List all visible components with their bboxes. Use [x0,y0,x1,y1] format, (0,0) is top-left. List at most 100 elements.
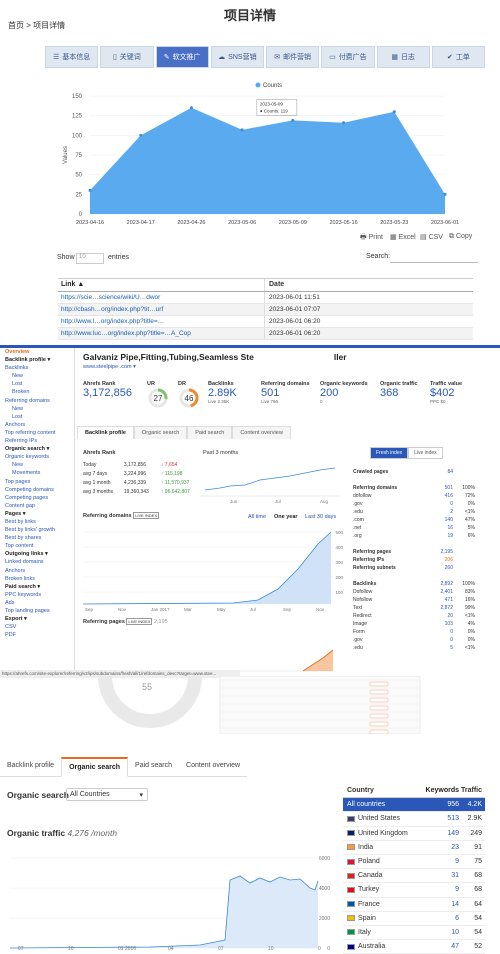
sidebar-item[interactable]: Best by links [5,518,36,525]
search-input[interactable] [390,262,478,263]
country-keywords[interactable]: 513 [447,815,459,823]
sidebar-item[interactable]: Competing pages [5,494,49,501]
country-keywords[interactable]: 9 [455,886,459,894]
excel-button[interactable]: ▦ Excel [390,234,416,241]
tab-5[interactable]: ▭ 付费广告 [321,46,375,68]
sidebar-item[interactable]: Pages ▾ [5,510,26,517]
country-keywords[interactable]: 149 [447,829,459,837]
country-row[interactable]: All countries 956 4.2K [343,798,485,813]
data-point[interactable] [342,121,346,125]
organic-tab-0[interactable]: Backlink profile [0,757,62,777]
sidebar-item[interactable]: Broken [12,389,30,396]
sidebar-item[interactable]: PDF [5,632,16,639]
sidebar-item[interactable]: Best by links' growth [5,527,55,534]
data-point[interactable] [291,118,295,122]
data-point[interactable] [189,106,193,110]
tab-6[interactable]: ▦ 日志 [376,46,430,68]
link-column-header[interactable]: Link ▲ [61,281,85,288]
country-keywords[interactable]: 14 [451,900,459,908]
stat-value[interactable]: 140 [444,517,453,523]
subtab-2[interactable]: Paid search [187,426,233,439]
stat-value[interactable]: 2,872 [440,605,453,611]
country-row[interactable]: Italy 10 54 [343,926,485,941]
stat-value[interactable]: 416 [444,493,453,499]
stat-value[interactable]: 103 [444,621,453,627]
link-cell[interactable]: http://www.luc…org/index.php?title=…A_Co… [61,330,191,337]
stat-value[interactable]: 16 [447,525,453,531]
stat-value[interactable]: 260 [444,565,453,571]
country-keywords[interactable]: 9 [455,858,459,866]
sidebar-item[interactable]: Top referring content [5,429,56,436]
stat-value[interactable]: 0 [450,629,453,635]
sidebar-item[interactable]: CSV [5,624,17,631]
date-column-header[interactable]: Date [264,279,473,291]
data-point[interactable] [392,110,396,114]
traffic-header[interactable]: Traffic [460,787,482,795]
site-url[interactable]: www.steelpipe .com ▾ [83,364,136,370]
sidebar-item[interactable]: New [12,405,24,412]
country-keywords[interactable]: 956 [447,801,459,809]
sidebar-item[interactable]: Top pages [5,478,31,485]
country-row[interactable]: Australia 47 52 [343,940,485,954]
stat-value[interactable]: 501 [444,485,453,491]
sidebar-item[interactable]: Anchors [5,421,26,428]
data-point[interactable] [240,128,244,132]
sidebar-item[interactable]: Top landing pages [5,608,50,614]
country-row[interactable]: Poland 9 75 [343,855,485,870]
print-button[interactable]: 🖶 Print [360,234,383,241]
sidebar-item[interactable]: Lost [12,413,23,420]
entries-select[interactable]: 10 [76,253,104,264]
sidebar-item[interactable]: Top content [5,543,34,550]
sidebar-item[interactable]: New [12,462,24,469]
sidebar-item[interactable]: Referring domains [5,397,50,404]
sidebar-item[interactable]: Linked domains [5,559,44,566]
tab-7[interactable]: ✔ 工单 [431,46,485,68]
stat-value[interactable]: 19 [447,533,453,539]
sidebar-item[interactable]: Backlink profile ▾ [5,357,51,364]
subtab-0[interactable]: Backlink profile [77,426,134,439]
country-row[interactable]: Turkey 9 68 [343,883,485,898]
breadcrumb-home[interactable]: 首页 [8,21,24,30]
country-keywords[interactable]: 31 [451,872,459,880]
sidebar-item[interactable]: Lost [12,381,23,388]
sidebar-item[interactable]: Export ▾ [5,616,27,623]
country-keywords[interactable]: 10 [451,928,459,936]
sidebar-item[interactable]: Organic search ▾ [5,446,50,453]
country-row[interactable]: France 14 64 [343,898,485,912]
tab-2[interactable]: ✎ 软文推广 [155,46,209,68]
sidebar-item[interactable]: Ads [5,599,15,606]
sidebar-item[interactable]: Movements [12,470,41,477]
range-last-30-days[interactable]: Last 30 days [305,514,337,520]
tab-0[interactable]: ☰ 基本信息 [45,46,99,68]
stat-value[interactable]: 0 [450,501,453,507]
sidebar-item[interactable]: Broken links [5,575,35,582]
range-all-time[interactable]: All time [248,514,267,520]
sidebar-item[interactable]: Paid search ▾ [5,583,41,590]
organic-tab-3[interactable]: Content overview [179,757,248,777]
sidebar-item[interactable]: Backlinks [5,365,29,372]
sidebar-item[interactable]: Content gap [5,502,35,509]
country-select[interactable]: All Countries ▾ [66,788,148,801]
link-cell[interactable]: http://cbash…org/index.php?tit…urf [61,306,164,313]
stat-value[interactable]: 2,195 [440,549,453,555]
stat-value[interactable]: 5 [450,645,453,651]
index-tab-0[interactable]: Fresh index [370,447,409,459]
stat-value[interactable]: 206 [444,557,453,563]
data-point[interactable] [88,188,92,192]
sidebar-item[interactable]: Anchors [5,567,26,574]
data-point[interactable] [139,133,143,137]
sidebar-item[interactable]: Best by shares [5,535,42,542]
csv-button[interactable]: ▤ CSV [420,234,443,241]
tab-4[interactable]: ✉ 邮件营销 [266,46,320,68]
sidebar-item[interactable]: Outgoing links ▾ [5,551,48,558]
tab-1[interactable]: ▯ 关键词 [100,46,154,68]
country-row[interactable]: United Kingdom 149 249 [343,827,485,841]
country-row[interactable]: Canada 31 68 [343,869,485,884]
sidebar-item[interactable]: New [12,373,24,380]
subtab-3[interactable]: Content overview [232,426,291,439]
link-cell[interactable]: http://www.l…org/index.php?title=… [61,318,165,325]
keywords-header[interactable]: Keywords [425,787,459,795]
data-point[interactable] [443,192,447,196]
organic-tab-2[interactable]: Paid search [128,757,180,777]
tab-3[interactable]: ☁ SNS营销 [210,46,264,68]
